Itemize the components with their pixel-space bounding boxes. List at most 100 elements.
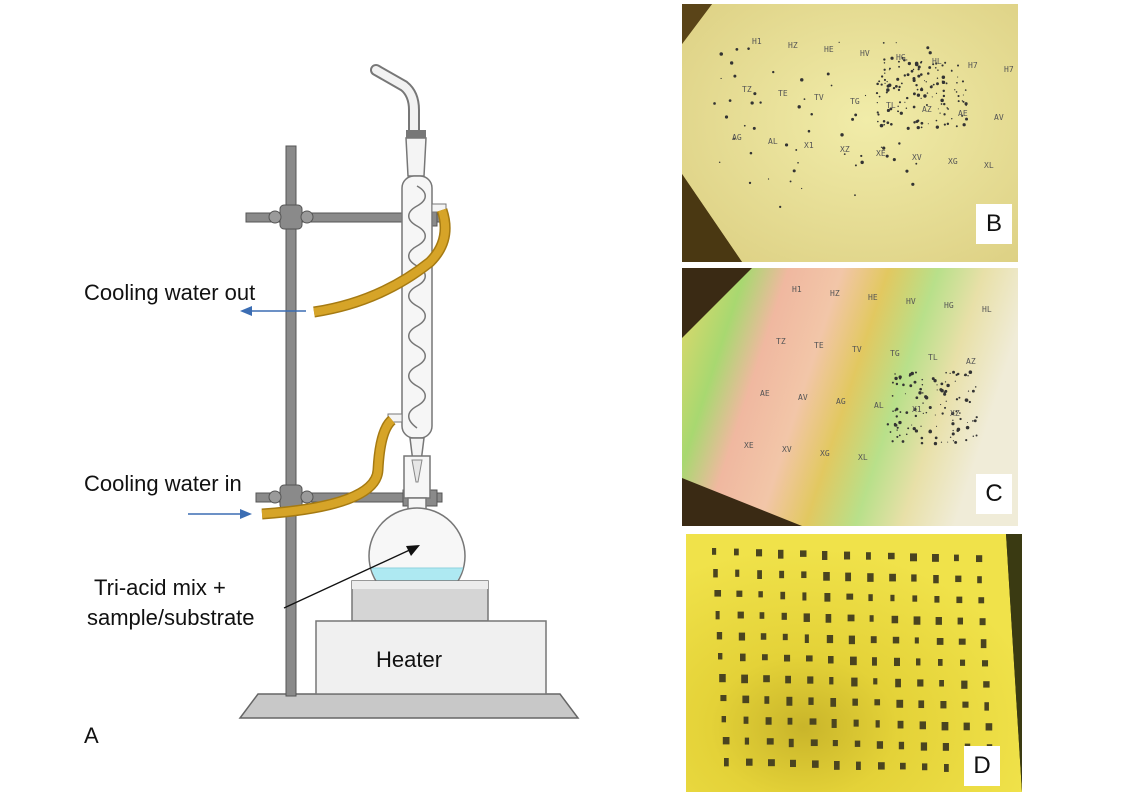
marker bbox=[759, 612, 765, 619]
particle bbox=[886, 108, 891, 113]
particle bbox=[724, 115, 729, 119]
particle bbox=[919, 73, 923, 76]
wafer-mark: HV bbox=[906, 297, 916, 306]
particle bbox=[878, 95, 881, 98]
photo-panel-b: H1 HZ HE HV HG HL H7 H7 TZ TE TV TG TL AZ AE AV AG AL X1 XZ… bbox=[682, 4, 1018, 262]
wafer-mark: H7 bbox=[1004, 65, 1014, 74]
label-heater: Heater bbox=[376, 647, 443, 672]
wafer-mark: HL bbox=[932, 57, 942, 66]
particle bbox=[902, 383, 905, 387]
panel-label-b: B bbox=[976, 204, 1012, 244]
particle bbox=[899, 111, 903, 115]
wafer-mark: AV bbox=[994, 113, 1004, 122]
particle bbox=[926, 92, 929, 94]
particle bbox=[950, 69, 953, 72]
wafer-mark: XE bbox=[876, 149, 886, 158]
particle bbox=[732, 137, 736, 140]
particle bbox=[919, 61, 922, 64]
particle bbox=[916, 93, 921, 97]
particle bbox=[932, 83, 935, 86]
marker bbox=[911, 574, 917, 582]
marker bbox=[762, 654, 768, 661]
marker bbox=[784, 654, 791, 662]
condenser-coil bbox=[408, 185, 426, 429]
particle bbox=[931, 96, 933, 98]
particle bbox=[945, 371, 947, 374]
marker bbox=[916, 658, 921, 666]
wafer-mark: TZ bbox=[742, 85, 752, 94]
marker bbox=[920, 742, 928, 751]
particle bbox=[880, 75, 884, 78]
marker bbox=[801, 571, 807, 579]
label-sample-line2: sample/substrate bbox=[87, 605, 255, 630]
particle bbox=[923, 94, 927, 98]
particle bbox=[928, 405, 932, 410]
wafer-mark: XZ bbox=[840, 145, 850, 154]
particle bbox=[860, 160, 864, 165]
particle bbox=[940, 404, 942, 406]
particle bbox=[891, 394, 894, 397]
marker bbox=[802, 592, 807, 601]
particle bbox=[915, 120, 919, 123]
wafer-mark: AZ bbox=[966, 357, 976, 366]
particle bbox=[955, 91, 958, 93]
particle bbox=[945, 82, 948, 85]
arrow-water-in bbox=[188, 509, 252, 519]
particle bbox=[925, 411, 928, 414]
particle bbox=[899, 411, 902, 413]
marker bbox=[831, 719, 837, 728]
marker bbox=[782, 633, 788, 641]
marker bbox=[844, 551, 851, 560]
marker bbox=[778, 549, 784, 559]
marker bbox=[766, 738, 774, 745]
particle bbox=[898, 375, 902, 379]
particle bbox=[915, 83, 918, 87]
marker bbox=[738, 632, 746, 641]
marker bbox=[852, 698, 858, 706]
particle bbox=[920, 97, 922, 100]
marker bbox=[876, 741, 884, 749]
label-cooling-water-out: Cooling water out bbox=[84, 280, 256, 305]
particle bbox=[949, 436, 952, 438]
marker bbox=[878, 762, 885, 770]
particle bbox=[913, 121, 916, 124]
particle bbox=[750, 101, 754, 105]
marker bbox=[851, 677, 858, 687]
marker bbox=[985, 723, 993, 731]
particle bbox=[956, 81, 958, 84]
particle bbox=[936, 77, 939, 79]
particle bbox=[895, 415, 898, 418]
particle bbox=[892, 158, 896, 162]
particle bbox=[961, 80, 965, 83]
particle bbox=[961, 100, 964, 102]
particle bbox=[951, 432, 955, 436]
marker bbox=[806, 655, 813, 662]
particle bbox=[901, 440, 905, 443]
marker bbox=[807, 676, 814, 684]
particle bbox=[886, 121, 890, 125]
marker bbox=[804, 634, 809, 644]
marker bbox=[742, 695, 750, 704]
particle bbox=[797, 105, 801, 109]
particle bbox=[941, 75, 946, 79]
particle bbox=[964, 373, 967, 377]
marker bbox=[719, 674, 726, 683]
wafer-mark: AE bbox=[760, 389, 770, 398]
wafer-mark: HV bbox=[860, 49, 870, 58]
particle bbox=[915, 162, 918, 165]
marker bbox=[867, 573, 874, 582]
marker bbox=[939, 680, 944, 687]
particle bbox=[896, 426, 899, 429]
particle bbox=[945, 400, 947, 402]
particle bbox=[944, 406, 947, 409]
particle bbox=[967, 390, 970, 392]
particle bbox=[752, 126, 756, 130]
marker bbox=[779, 570, 785, 579]
particle bbox=[965, 439, 968, 442]
particle bbox=[955, 398, 959, 401]
particle bbox=[893, 422, 897, 426]
particle bbox=[941, 80, 946, 85]
marker bbox=[982, 660, 989, 667]
particle bbox=[883, 58, 886, 61]
particle bbox=[910, 371, 914, 376]
